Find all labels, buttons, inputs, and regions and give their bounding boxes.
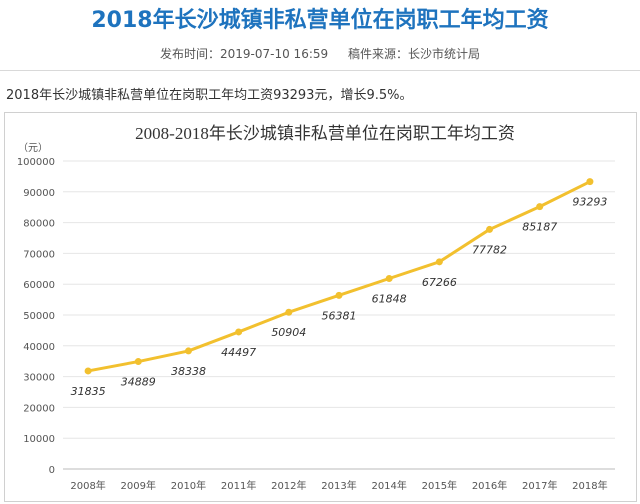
x-tick-label: 2015年 bbox=[422, 479, 457, 492]
data-point bbox=[285, 308, 293, 316]
y-tick-label: 30000 bbox=[23, 373, 55, 384]
data-label: 31835 bbox=[71, 385, 106, 398]
series-line bbox=[86, 180, 592, 373]
publish-time: 发布时间：2019-07-10 16:59 bbox=[160, 47, 329, 61]
article-headline: 2018年长沙城镇非私营单位在岗职工年均工资 bbox=[91, 8, 549, 33]
chart-container: 2008-2018年长沙城镇非私营单位在岗职工年均工资 （元） 0 10000 20… bbox=[4, 112, 637, 502]
x-tick-label: 2010年 bbox=[171, 479, 206, 492]
data-label: 38338 bbox=[171, 365, 206, 378]
data-point bbox=[586, 178, 594, 186]
y-tick-label: 10000 bbox=[23, 434, 55, 445]
x-tick-label: 2016年 bbox=[472, 479, 507, 492]
y-tick-label: 0 bbox=[49, 465, 55, 476]
data-point bbox=[536, 203, 544, 211]
data-point bbox=[84, 367, 92, 375]
y-tick-label: 90000 bbox=[23, 188, 55, 199]
data-point bbox=[435, 258, 443, 266]
y-tick-label: 60000 bbox=[23, 280, 55, 291]
data-label: 56381 bbox=[322, 309, 357, 322]
y-tick-label: 70000 bbox=[23, 249, 55, 260]
data-label: 85187 bbox=[522, 221, 557, 234]
data-label: 93293 bbox=[572, 196, 607, 209]
x-tick-label: 2009年 bbox=[121, 479, 156, 492]
x-tick-label: 2014年 bbox=[371, 479, 406, 492]
x-tick-label: 2017年 bbox=[522, 479, 557, 492]
y-axis-unit: （元） bbox=[18, 142, 48, 154]
data-point bbox=[184, 347, 192, 355]
y-tick-label: 50000 bbox=[23, 311, 55, 322]
x-tick-label: 2018年 bbox=[572, 479, 607, 492]
data-label: 50904 bbox=[271, 326, 306, 339]
x-tick-label: 2008年 bbox=[70, 479, 105, 492]
data-point bbox=[134, 358, 142, 366]
divider bbox=[0, 70, 640, 71]
data-label: 67266 bbox=[422, 276, 457, 289]
data-point bbox=[486, 225, 494, 233]
data-label: 77782 bbox=[472, 243, 507, 256]
line-chart: 2008-2018年长沙城镇非私营单位在岗职工年均工资 （元） 0 10000 20… bbox=[17, 124, 615, 492]
data-point bbox=[335, 291, 343, 299]
source-label: 稿件来源：长沙市统计局 bbox=[347, 47, 480, 61]
x-tick-label: 2011年 bbox=[221, 479, 256, 492]
data-point bbox=[235, 328, 243, 336]
y-tick-label: 20000 bbox=[23, 403, 55, 414]
data-label: 44497 bbox=[221, 346, 256, 359]
data-point bbox=[385, 275, 393, 283]
y-tick-label: 100000 bbox=[17, 157, 55, 168]
chart-title: 2008-2018年长沙城镇非私营单位在岗职工年均工资 bbox=[135, 124, 515, 143]
article-meta: 发布时间：2019-07-10 16:59 稿件来源：长沙市统计局 bbox=[0, 44, 640, 64]
y-tick-label: 40000 bbox=[23, 342, 55, 353]
x-tick-label: 2012年 bbox=[271, 479, 306, 492]
data-label: 34889 bbox=[121, 376, 156, 389]
y-tick-label: 80000 bbox=[23, 219, 55, 230]
data-label: 61848 bbox=[372, 293, 407, 306]
summary-text: 2018年长沙城镇非私营单位在岗职工年均工资93293元，增长9.5%。 bbox=[6, 88, 413, 103]
x-tick-label: 2013年 bbox=[321, 479, 356, 492]
